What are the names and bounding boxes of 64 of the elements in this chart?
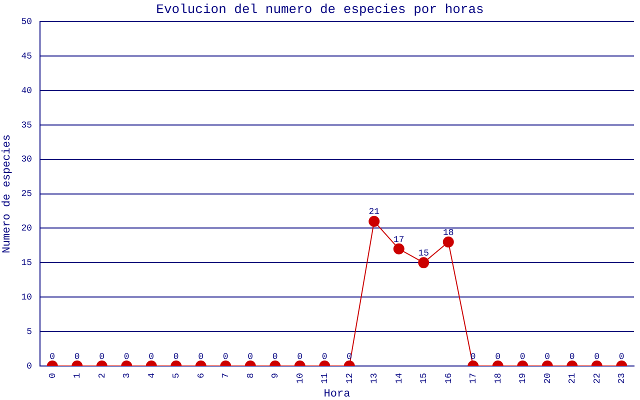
y-tick-label: 45 bbox=[21, 51, 32, 62]
x-tick-label: 12 bbox=[344, 373, 355, 384]
x-tick-label: 10 bbox=[295, 373, 306, 384]
y-tick-label: 5 bbox=[26, 326, 32, 337]
y-axis-title: Numero de especies bbox=[2, 134, 14, 254]
data-label: 0 bbox=[272, 352, 278, 362]
x-tick-label: 22 bbox=[592, 373, 602, 384]
data-label: 21 bbox=[368, 207, 380, 218]
data-label: 0 bbox=[124, 352, 130, 362]
data-label: 0 bbox=[99, 352, 105, 362]
x-tick-label: 15 bbox=[419, 373, 430, 384]
x-tick-label: 4 bbox=[146, 373, 157, 378]
x-tick-label: 7 bbox=[221, 373, 232, 378]
y-tick-label: 15 bbox=[21, 258, 32, 268]
data-label: 0 bbox=[222, 352, 228, 362]
x-tick-label: 5 bbox=[172, 373, 182, 378]
data-label: 0 bbox=[544, 352, 550, 362]
data-label: 0 bbox=[594, 352, 600, 362]
y-tick-label: 50 bbox=[21, 16, 32, 27]
data-label: 17 bbox=[393, 234, 404, 245]
x-tick-label: 16 bbox=[444, 373, 454, 384]
y-tick-label: 30 bbox=[21, 154, 32, 165]
data-label: 0 bbox=[74, 352, 80, 362]
data-label: 15 bbox=[418, 248, 430, 259]
x-tick-label: 0 bbox=[48, 373, 58, 378]
x-tick-label: 8 bbox=[246, 373, 256, 378]
x-tick-label: 14 bbox=[394, 373, 404, 384]
x-tick-label: 21 bbox=[568, 373, 578, 384]
x-tick-label: 19 bbox=[518, 373, 528, 384]
x-tick-label: 2 bbox=[97, 373, 108, 378]
y-tick-label: 40 bbox=[21, 86, 32, 96]
y-tick-label: 10 bbox=[21, 292, 32, 303]
x-tick-label: 11 bbox=[320, 373, 330, 384]
y-tick-label: 25 bbox=[21, 189, 32, 200]
data-label: 0 bbox=[618, 352, 624, 362]
x-tick-label: 20 bbox=[542, 373, 553, 384]
data-label: 0 bbox=[198, 352, 204, 362]
y-tick-label: 0 bbox=[26, 361, 32, 372]
x-tick-label: 9 bbox=[270, 373, 281, 378]
data-label: 0 bbox=[248, 352, 254, 362]
data-label: 0 bbox=[520, 352, 526, 362]
x-tick-label: 23 bbox=[617, 373, 628, 384]
point bbox=[442, 236, 454, 248]
data-label: 18 bbox=[442, 228, 454, 238]
y-tick-label: 35 bbox=[21, 120, 32, 130]
point bbox=[393, 243, 404, 254]
x-axis-title: Hora bbox=[324, 388, 351, 400]
point bbox=[368, 216, 380, 227]
data-label: 0 bbox=[322, 352, 328, 362]
x-tick-label: 6 bbox=[196, 373, 206, 378]
x-tick-label: 17 bbox=[468, 373, 479, 384]
point bbox=[418, 257, 430, 268]
data-label: 0 bbox=[569, 352, 575, 362]
x-tick-label: 1 bbox=[72, 373, 83, 378]
data-label: 0 bbox=[173, 352, 179, 362]
x-tick-label: 18 bbox=[493, 373, 504, 384]
x-tick-label: 3 bbox=[122, 373, 132, 378]
data-label: 0 bbox=[148, 352, 154, 362]
data-label: 0 bbox=[297, 352, 303, 362]
x-tick-label: 13 bbox=[370, 373, 380, 384]
data-label: 0 bbox=[495, 352, 501, 362]
chart-title: Evolucion del numero de especies por horas bbox=[156, 2, 484, 18]
y-tick-label: 20 bbox=[21, 224, 32, 234]
data-label: 0 bbox=[50, 352, 56, 362]
